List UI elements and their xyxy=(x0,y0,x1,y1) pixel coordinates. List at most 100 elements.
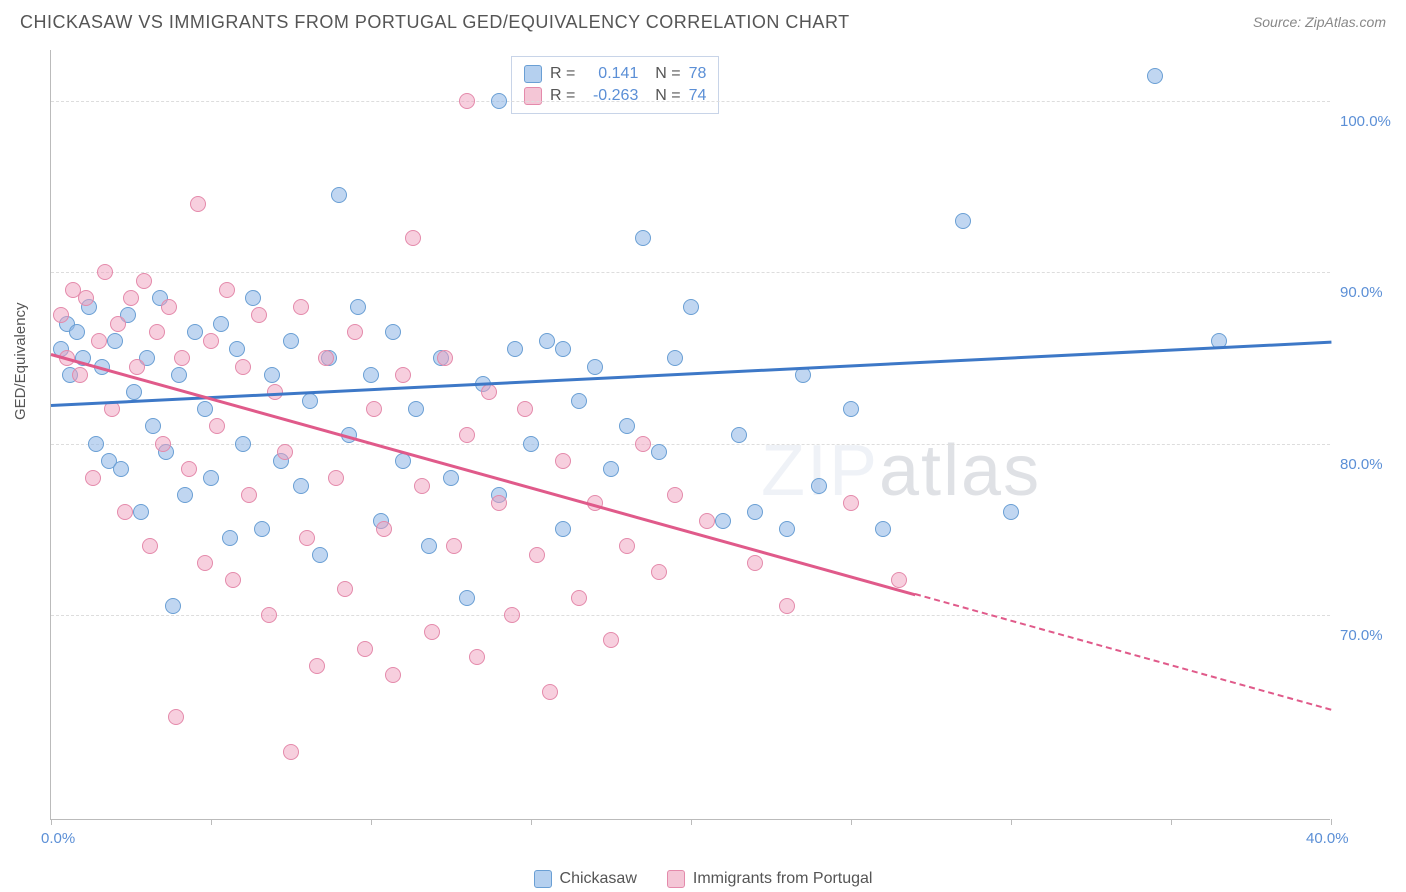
data-point xyxy=(168,709,184,725)
data-point xyxy=(1147,68,1163,84)
data-point xyxy=(165,598,181,614)
data-point xyxy=(491,93,507,109)
data-point xyxy=(78,290,94,306)
watermark: ZIPatlas xyxy=(761,430,1041,512)
data-point xyxy=(197,401,213,417)
y-axis-label: GED/Equivalency xyxy=(12,302,29,420)
data-point xyxy=(299,530,315,546)
data-point xyxy=(123,290,139,306)
data-point xyxy=(539,333,555,349)
legend-swatch xyxy=(667,870,685,888)
data-point xyxy=(318,350,334,366)
data-point xyxy=(376,521,392,537)
y-tick-label: 80.0% xyxy=(1340,456,1400,473)
data-point xyxy=(203,333,219,349)
data-point xyxy=(555,453,571,469)
data-point xyxy=(110,316,126,332)
data-point xyxy=(229,341,245,357)
legend-label: Chickasaw xyxy=(560,870,637,888)
data-point xyxy=(469,649,485,665)
data-point xyxy=(69,324,85,340)
data-point xyxy=(619,538,635,554)
data-point xyxy=(667,487,683,503)
data-point xyxy=(225,572,241,588)
data-point xyxy=(181,461,197,477)
data-point xyxy=(91,333,107,349)
data-point xyxy=(126,384,142,400)
data-point xyxy=(337,581,353,597)
data-point xyxy=(891,572,907,588)
data-point xyxy=(245,290,261,306)
data-point xyxy=(651,444,667,460)
data-point xyxy=(603,461,619,477)
data-point xyxy=(251,307,267,323)
x-tick-mark xyxy=(211,819,212,825)
legend-swatch xyxy=(534,870,552,888)
data-point xyxy=(203,470,219,486)
correlation-stats-box: R =0.141 N =78R =-0.263 N =74 xyxy=(511,56,719,114)
data-point xyxy=(651,564,667,580)
gridline xyxy=(51,101,1330,102)
data-point xyxy=(133,504,149,520)
y-tick-label: 70.0% xyxy=(1340,627,1400,644)
data-point xyxy=(261,607,277,623)
data-point xyxy=(142,538,158,554)
data-point xyxy=(603,632,619,648)
data-point xyxy=(395,367,411,383)
data-point xyxy=(504,607,520,623)
data-point xyxy=(187,324,203,340)
data-point xyxy=(779,598,795,614)
data-point xyxy=(414,478,430,494)
data-point xyxy=(459,590,475,606)
r-value: 0.141 xyxy=(583,65,638,83)
r-label: R = xyxy=(550,65,575,83)
stats-row: R =-0.263 N =74 xyxy=(524,85,706,107)
data-point xyxy=(635,436,651,452)
data-point xyxy=(293,478,309,494)
legend-label: Immigrants from Portugal xyxy=(693,870,873,888)
data-point xyxy=(523,436,539,452)
data-point xyxy=(587,359,603,375)
data-point xyxy=(241,487,257,503)
data-point xyxy=(408,401,424,417)
data-point xyxy=(129,359,145,375)
data-point xyxy=(117,504,133,520)
data-point xyxy=(443,470,459,486)
n-label: N = xyxy=(646,65,680,83)
data-point xyxy=(177,487,193,503)
x-tick-mark xyxy=(531,819,532,825)
data-point xyxy=(209,418,225,434)
x-tick-mark xyxy=(691,819,692,825)
data-point xyxy=(517,401,533,417)
x-tick-label: 0.0% xyxy=(41,830,75,847)
data-point xyxy=(405,230,421,246)
x-tick-mark xyxy=(1171,819,1172,825)
data-point xyxy=(254,521,270,537)
data-point xyxy=(197,555,213,571)
legend-item: Chickasaw xyxy=(534,870,637,888)
data-point xyxy=(571,393,587,409)
gridline xyxy=(51,272,1330,273)
y-tick-label: 90.0% xyxy=(1340,284,1400,301)
data-point xyxy=(731,427,747,443)
data-point xyxy=(107,333,123,349)
source-name: ZipAtlas.com xyxy=(1305,14,1386,30)
data-point xyxy=(113,461,129,477)
data-point xyxy=(331,187,347,203)
source-attribution: Source: ZipAtlas.com xyxy=(1253,14,1386,32)
data-point xyxy=(264,367,280,383)
trend-line-extrapolated xyxy=(915,593,1332,711)
data-point xyxy=(715,513,731,529)
legend-item: Immigrants from Portugal xyxy=(667,870,873,888)
data-point xyxy=(366,401,382,417)
chart-title: CHICKASAW VS IMMIGRANTS FROM PORTUGAL GE… xyxy=(20,12,850,33)
series-swatch xyxy=(524,65,542,83)
data-point xyxy=(174,350,190,366)
data-point xyxy=(213,316,229,332)
data-point xyxy=(155,436,171,452)
data-point xyxy=(529,547,545,563)
data-point xyxy=(161,299,177,315)
x-tick-mark xyxy=(1011,819,1012,825)
data-point xyxy=(747,504,763,520)
data-point xyxy=(843,495,859,511)
